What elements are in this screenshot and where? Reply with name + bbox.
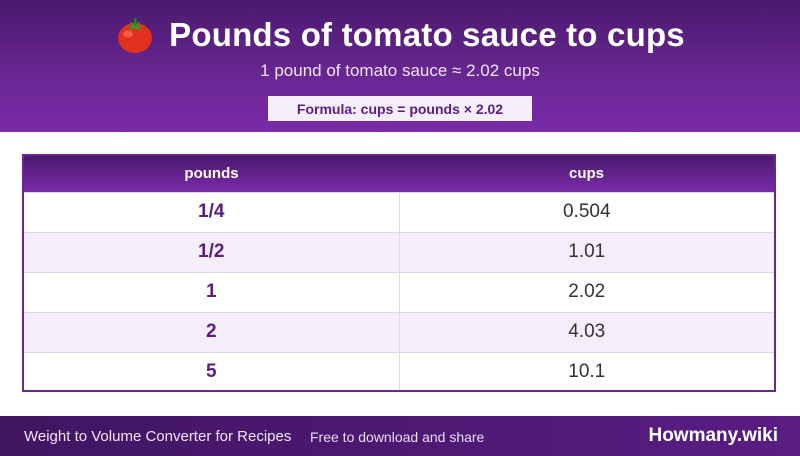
title-text: Pounds of tomato sauce to cups (169, 16, 685, 53)
table-row: 5 10.1 (24, 351, 774, 390)
footer-converter-link[interactable]: Weight to Volume Converter for Recipes (24, 428, 292, 445)
formula-badge: Formula: cups = pounds × 2.02 (268, 96, 532, 121)
table-row: 2 4.03 (24, 311, 774, 352)
cups-cell: 1.01 (399, 231, 774, 272)
page-title: Pounds of tomato sauce to cups (0, 14, 800, 56)
pounds-cell: 5 (24, 351, 400, 390)
cups-cell: 2.02 (399, 271, 774, 312)
table-row: 1/4 0.504 (24, 191, 774, 232)
pounds-cell: 1/4 (24, 191, 400, 232)
cups-cell: 10.1 (399, 351, 774, 390)
column-header-pounds: pounds (184, 165, 239, 183)
column-header-cups: cups (568, 165, 604, 183)
table-row: 1/2 1.01 (24, 231, 774, 272)
subtitle: 1 pound of tomato sauce ≈ 2.02 cups (260, 61, 540, 80)
tomato-icon (118, 18, 153, 53)
conversion-table: pounds cups 1/4 0.504 1/2 1.01 1 2.02 2 … (22, 154, 776, 392)
table-row: 1 2.02 (24, 271, 774, 312)
brand-logo[interactable]: Howmany.wiki (648, 425, 778, 446)
pounds-cell: 1/2 (24, 231, 400, 272)
footer-share-text: Free to download and share (310, 429, 485, 445)
footer-bar: Weight to Volume Converter for Recipes F… (0, 416, 800, 456)
pounds-cell: 2 (24, 311, 400, 352)
pounds-cell: 1 (24, 271, 400, 312)
table-header-row: pounds cups (24, 156, 774, 192)
cups-cell: 0.504 (399, 191, 774, 232)
header-banner: Pounds of tomato sauce to cups 1 pound o… (0, 0, 800, 132)
cups-cell: 4.03 (399, 311, 774, 352)
